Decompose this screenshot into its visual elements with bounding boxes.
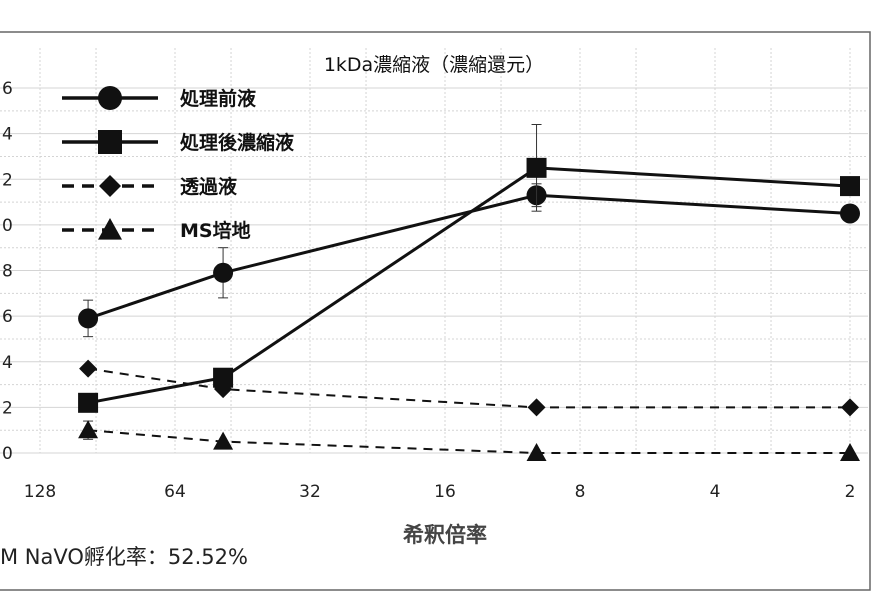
x-tick-label: 16 (434, 482, 456, 502)
legend-label: 透過液 (180, 175, 238, 198)
legend-item: MS培地 (62, 218, 251, 242)
y-tick-label: 2 (2, 170, 13, 190)
data-point-diamond (841, 398, 859, 416)
legend-item: 処理前液 (62, 86, 257, 110)
series-line (88, 369, 850, 408)
grid (0, 48, 868, 453)
data-point-square (98, 130, 122, 154)
chart-title: 1kDa濃縮液（濃縮還元） (324, 54, 544, 76)
y-tick-label: 4 (2, 353, 13, 373)
data-point-circle (78, 308, 98, 328)
y-tick-label: 0 (2, 444, 13, 464)
y-tick-label: 8 (2, 262, 13, 282)
x-tick-label: 128 (24, 482, 56, 502)
data-point-diamond (528, 398, 546, 416)
y-tick-label: 6 (2, 79, 13, 99)
chart-frame (0, 32, 870, 590)
y-tick-label: 6 (2, 307, 13, 327)
y-tick-label: 2 (2, 398, 13, 418)
data-point-circle (213, 263, 233, 283)
series-triangle (78, 420, 860, 461)
data-point-square (840, 176, 860, 196)
legend-label: 処理前液 (180, 87, 257, 110)
data-point-circle (98, 86, 122, 110)
series-layer (78, 125, 860, 462)
y-tick-label: 0 (2, 216, 13, 236)
data-point-circle (840, 203, 860, 223)
y-tick-label: 4 (2, 125, 13, 145)
data-point-square (527, 158, 547, 178)
series-line (88, 430, 850, 453)
x-tick-label: 2 (845, 482, 856, 502)
data-point-square (78, 393, 98, 413)
x-tick-label: 4 (710, 482, 721, 502)
data-point-diamond (99, 175, 121, 197)
data-point-triangle (98, 218, 122, 240)
x-tick-label: 64 (164, 482, 186, 502)
series-circle (78, 184, 860, 337)
legend: 処理前液処理後濃縮液透過液 MS培地 (62, 86, 295, 242)
series-square (78, 125, 860, 413)
footnote: M NaVO孵化率：52.52% (0, 541, 248, 571)
legend-label: MS培地 (180, 219, 251, 242)
x-tick-label: 8 (575, 482, 586, 502)
x-tick-label: 32 (299, 482, 321, 502)
legend-label: 処理後濃縮液 (180, 131, 295, 154)
series-line (88, 168, 850, 403)
data-point-triangle (78, 420, 98, 438)
legend-item: 透過液 (62, 175, 238, 198)
x-axis-label: 希釈倍率 (403, 523, 487, 547)
data-point-diamond (79, 360, 97, 378)
